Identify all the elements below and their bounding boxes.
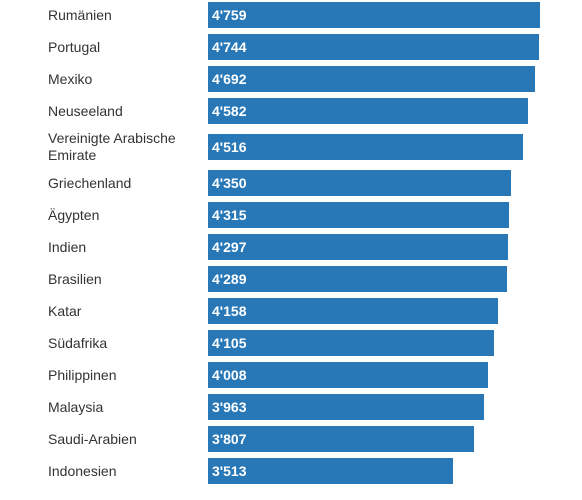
bar: 4'582: [208, 98, 528, 124]
value-label: 4'350: [212, 175, 247, 191]
value-label: 4'105: [212, 335, 247, 351]
bar-row: Indonesien 3'513: [0, 455, 582, 487]
value-label: 3'807: [212, 431, 247, 447]
category-label: Vereinigte Arabische Emirate: [48, 130, 176, 163]
bar-row: Portugal 4'744: [0, 31, 582, 63]
bar: 4'759: [208, 2, 540, 28]
bar-row: Rumänien 4'759: [0, 0, 582, 31]
bar: 4'315: [208, 202, 510, 228]
value-label: 4'692: [212, 71, 247, 87]
category-label: Malaysia: [48, 398, 104, 415]
bar-row: Katar 4'158: [0, 295, 582, 327]
category-label: Saudi-Arabien: [48, 430, 137, 447]
category-label: Ägypten: [48, 206, 100, 223]
value-label: 4'759: [212, 7, 247, 23]
bar: 4'744: [208, 34, 539, 60]
chart: Rumänien 4'759 Portugal 4'744 Mexiko 4'692 Neu…: [0, 0, 582, 487]
category-label: Südafrika: [48, 334, 108, 351]
category-label: Neuseeland: [48, 102, 123, 119]
category-label: Indien: [48, 238, 87, 255]
value-label: 4'297: [212, 239, 247, 255]
bar-row: Indien 4'297: [0, 231, 582, 263]
bar: 4'297: [208, 234, 508, 260]
bar-row: Neuseeland 4'582: [0, 95, 582, 127]
value-label: 4'516: [212, 139, 247, 155]
bar-row: Vereinigte Arabische Emirate 4'516: [0, 127, 582, 167]
value-label: 4'158: [212, 303, 247, 319]
bar-row: Mexiko 4'692: [0, 63, 582, 95]
category-label: Mexiko: [48, 70, 93, 87]
bar: 4'289: [208, 266, 508, 292]
value-label: 4'315: [212, 207, 247, 223]
value-label: 3'513: [212, 463, 247, 479]
category-label: Katar: [48, 302, 82, 319]
category-label: Griechenland: [48, 174, 132, 191]
bar-row: Südafrika 4'105: [0, 327, 582, 359]
bar: 4'158: [208, 298, 499, 324]
bar: 4'516: [208, 134, 524, 160]
value-label: 3'963: [212, 399, 247, 415]
bar-row: Philippinen 4'008: [0, 359, 582, 391]
value-label: 4'582: [212, 103, 247, 119]
bar-row: Saudi-Arabien 3'807: [0, 423, 582, 455]
category-label: Portugal: [48, 38, 101, 55]
category-label: Philippinen: [48, 366, 117, 383]
value-label: 4'008: [212, 367, 247, 383]
bar: 3'807: [208, 426, 474, 452]
category-label: Brasilien: [48, 270, 102, 287]
bar: 4'350: [208, 170, 512, 196]
value-label: 4'744: [212, 39, 247, 55]
value-label: 4'289: [212, 271, 247, 287]
bar-row: Brasilien 4'289: [0, 263, 582, 295]
bar-row: Malaysia 3'963: [0, 391, 582, 423]
bar: 4'008: [208, 362, 488, 388]
bar: 3'963: [208, 394, 485, 420]
bar-row: Ägypten 4'315: [0, 199, 582, 231]
category-label: Rumänien: [48, 6, 112, 23]
bar-row: Griechenland 4'350: [0, 167, 582, 199]
category-label: Indonesien: [48, 462, 117, 479]
bar: 3'513: [208, 458, 454, 484]
bar: 4'692: [208, 66, 536, 92]
bar: 4'105: [208, 330, 495, 356]
